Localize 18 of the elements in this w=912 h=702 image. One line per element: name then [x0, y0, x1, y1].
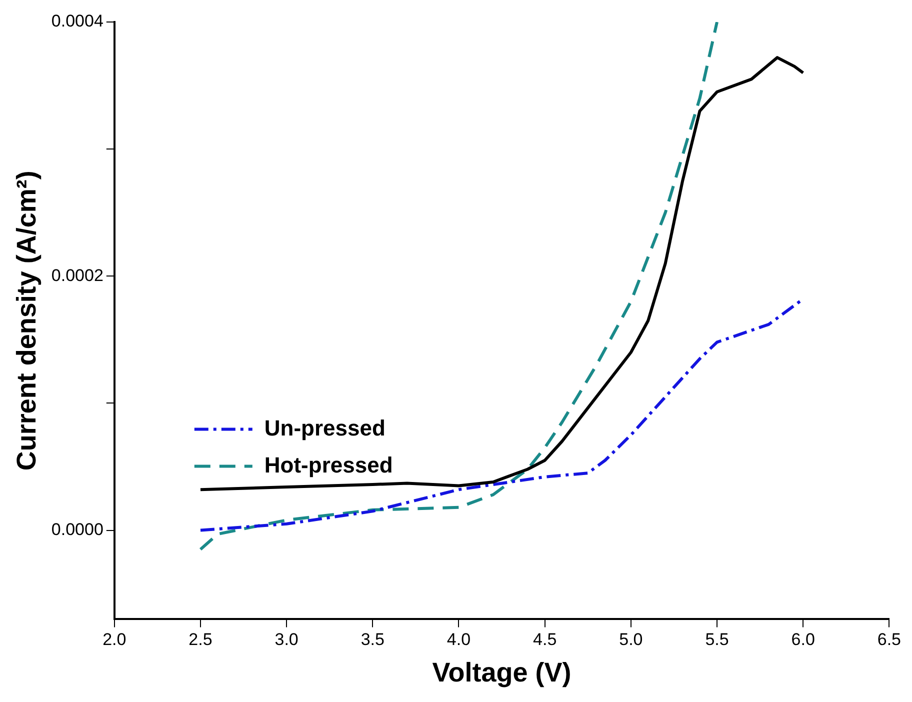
legend-label: Un-pressed [264, 415, 386, 440]
x-tick-label: 5.0 [619, 630, 643, 650]
x-tick-label: 5.5 [705, 630, 729, 650]
x-tick-label: 4.0 [446, 630, 471, 650]
x-tick-label: 6.0 [791, 630, 815, 650]
legend-label: Hot-pressed [264, 452, 393, 478]
x-tick-label: 2.5 [188, 630, 212, 650]
x-tick-label: 2.0 [102, 630, 126, 650]
y-tick-label: 0.0000 [51, 520, 104, 539]
x-tick-label: 3.0 [274, 630, 298, 650]
line-series [198, 22, 719, 551]
x-tick-label: 3.5 [360, 630, 384, 650]
y-tick-label: 0.0004 [51, 12, 104, 31]
x-tick-label: 6.5 [877, 630, 902, 650]
x-tick-label: 4.5 [533, 630, 557, 650]
y-tick-label: 0.0002 [51, 266, 104, 285]
x-axis-title: Voltage (V) [432, 657, 572, 688]
y-axis-title: Current density (A/cm²) [12, 170, 42, 471]
